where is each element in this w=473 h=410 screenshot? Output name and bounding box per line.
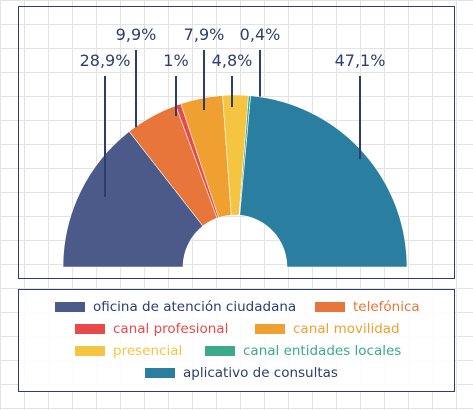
slice-aplicativo-de-consultas (239, 95, 408, 268)
legend-swatch-canal-entidades (205, 346, 235, 356)
legend-swatch-canal-profesional (75, 324, 105, 334)
legend-swatch-telefonica (315, 302, 345, 312)
data-label-presencial: 4,8% (212, 51, 253, 70)
data-label-canal-entidades-locales: 0,4% (240, 25, 281, 44)
data-label-canal-profesional: 1% (163, 51, 188, 70)
legend-swatch-canal-movilidad (255, 324, 285, 334)
legend-swatch-aplicativo (145, 368, 175, 378)
data-label-oficina-de-atencion-ciudadana: 28,9% (80, 51, 131, 70)
legend-item-canal-profesional: canal profesional (75, 321, 228, 337)
legend-label-aplicativo: aplicativo de consultas (183, 365, 338, 381)
legend-item-aplicativo: aplicativo de consultas (145, 365, 338, 381)
slice-oficina-de-atencion-ciudadana (62, 131, 204, 268)
legend-item-telefonica: telefónica (315, 299, 420, 315)
chart-svg: 28,9% 9,9% 1% 7,9% 4,8% 0,4% 47,1% (62, 25, 408, 268)
legend-label-oficina: oficina de atención ciudadana (93, 299, 297, 315)
legend-item-canal-movilidad: canal movilidad (255, 321, 400, 337)
legend-item-presencial: presencial (75, 343, 182, 359)
legend-label-canal-profesional: canal profesional (113, 321, 229, 337)
legend-label-telefonica: telefónica (353, 299, 420, 315)
legend-item-canal-entidades: canal entidades locales (205, 343, 401, 359)
data-label-telefonica: 9,9% (116, 25, 157, 44)
chart-frame (18, 6, 455, 279)
data-label-aplicativo-de-consultas: 47,1% (335, 51, 386, 70)
legend-label-canal-entidades: canal entidades locales (243, 343, 402, 359)
legend-label-presencial: presencial (113, 343, 183, 359)
legend-item-oficina: oficina de atención ciudadana (55, 299, 296, 315)
legend-swatch-presencial (75, 346, 105, 356)
data-label-canal-movilidad: 7,9% (184, 25, 225, 44)
legend: oficina de atención ciudadana telefónica… (18, 289, 455, 392)
legend-label-canal-movilidad: canal movilidad (293, 321, 400, 337)
legend-swatch-oficina (55, 302, 85, 312)
